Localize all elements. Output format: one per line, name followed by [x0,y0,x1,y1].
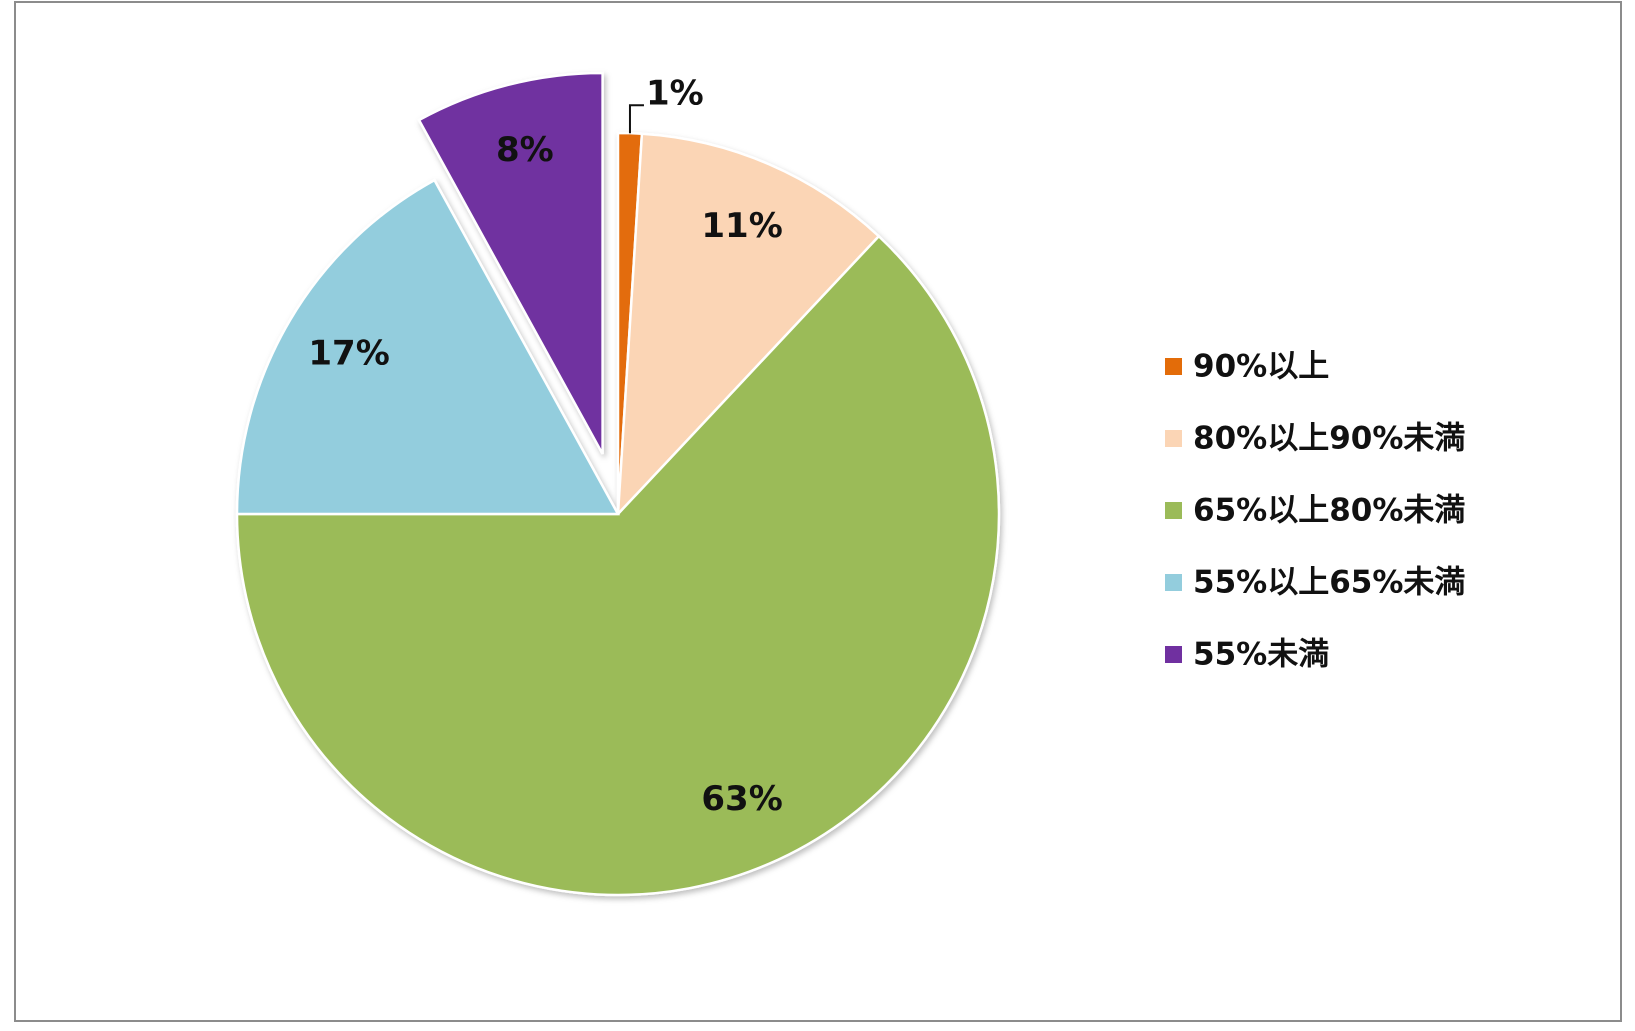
legend-swatch [1165,358,1182,375]
pie-slice [417,71,604,455]
legend-label: 90%以上 [1193,349,1329,385]
legend-label: 80%以上90%未満 [1193,421,1465,457]
data-label: 11% [701,206,782,246]
data-label: 63% [701,779,782,819]
pie-slice [616,132,881,518]
legend-swatch [1165,430,1182,447]
legend-swatch [1165,646,1182,663]
data-label: 8% [496,130,554,170]
pie-slice [235,178,621,516]
legend-label: 55%未満 [1193,637,1329,673]
labels: 1% 11% 63% 17% 8% [308,74,782,820]
pie [235,71,1001,897]
legend-label: 55%以上65%未満 [1193,565,1465,601]
legend-swatch [1165,574,1182,591]
legend-swatch [1165,502,1182,519]
legend-label: 65%以上80%未満 [1193,493,1465,529]
data-label: 17% [308,333,389,373]
legend: 90%以上 80%以上90%未満 65%以上80%未満 55%以上65%未満 55%未満 [1165,349,1465,673]
data-label: 1% [646,74,704,114]
pie-slice [235,234,1001,897]
leader-line [628,104,644,134]
